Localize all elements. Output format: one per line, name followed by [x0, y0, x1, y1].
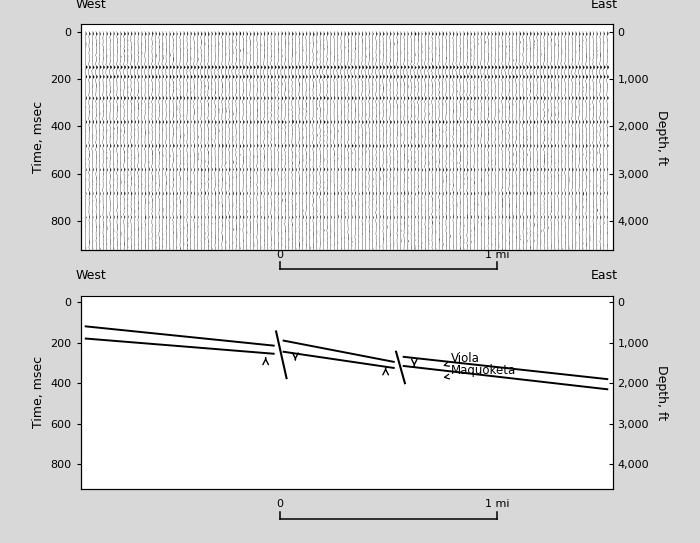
Text: 1 mi: 1 mi — [484, 250, 510, 260]
Y-axis label: Depth, ft: Depth, ft — [655, 110, 668, 165]
Text: 1 mi: 1 mi — [484, 500, 510, 509]
Y-axis label: Time, msec: Time, msec — [32, 101, 45, 173]
Text: East: East — [591, 269, 618, 282]
Text: 0: 0 — [276, 500, 284, 509]
Text: East: East — [591, 0, 618, 11]
Y-axis label: Time, msec: Time, msec — [32, 356, 45, 428]
Y-axis label: Depth, ft: Depth, ft — [655, 365, 668, 420]
Text: Viola: Viola — [444, 352, 480, 366]
Text: West: West — [75, 0, 106, 11]
Text: Maquoketa: Maquoketa — [444, 364, 516, 379]
Text: West: West — [75, 269, 106, 282]
Text: 0: 0 — [276, 250, 284, 260]
